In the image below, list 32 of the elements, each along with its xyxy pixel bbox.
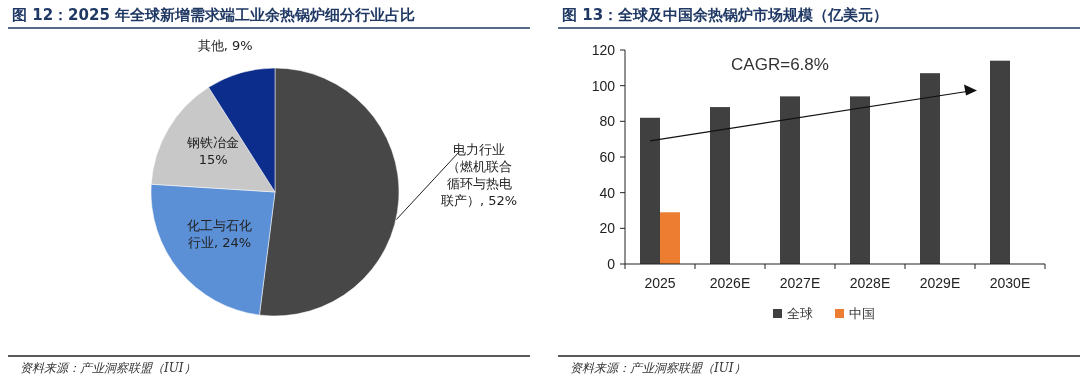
legend-label: 中国 (849, 306, 875, 321)
x-tick-label: 2029E (919, 275, 961, 291)
x-tick-label: 2028E (849, 275, 891, 291)
bar (850, 96, 870, 264)
bar (640, 117, 660, 264)
slice-label: 化工与石化行业, 24% (187, 217, 253, 250)
slice-label: 电力行业（燃机联合循环与热电联产）, 52% (440, 142, 518, 208)
y-tick-label: 20 (599, 220, 616, 237)
legend-label: 全球 (787, 306, 813, 321)
x-tick-label: 2027E (779, 275, 821, 291)
bar (660, 212, 680, 264)
y-tick-label: 0 (607, 256, 616, 272)
y-tick-label: 100 (591, 77, 616, 94)
text: 资料来源：产业洞察联盟（IUI） (20, 361, 196, 375)
bar (920, 73, 940, 264)
slice-label: 钢铁冶金 (186, 135, 240, 151)
chart-title: 图 12：2025 年全球新增需求端工业余热锅炉细分行业占比 (12, 6, 416, 24)
y-tick-label: 120 (591, 42, 616, 58)
slice-label: 其他, 9% (197, 38, 253, 53)
text: 资料来源：产业洞察联盟（IUI） (570, 361, 746, 375)
x-tick-label: 2025 (644, 275, 676, 291)
x-tick-label: 2026E (709, 275, 751, 291)
data-label: 15% (198, 152, 228, 168)
y-tick-label: 60 (599, 149, 616, 165)
bar (780, 96, 800, 264)
y-tick-label: 80 (599, 113, 616, 130)
y-tick-label: 40 (599, 184, 616, 201)
annotation: CAGR=6.8% (731, 55, 829, 74)
bar (710, 107, 730, 264)
x-tick-label: 2030E (989, 275, 1031, 291)
bar (990, 60, 1010, 264)
chart-title: 图 13：全球及中国余热锅炉市场规模（亿美元） (562, 6, 889, 24)
